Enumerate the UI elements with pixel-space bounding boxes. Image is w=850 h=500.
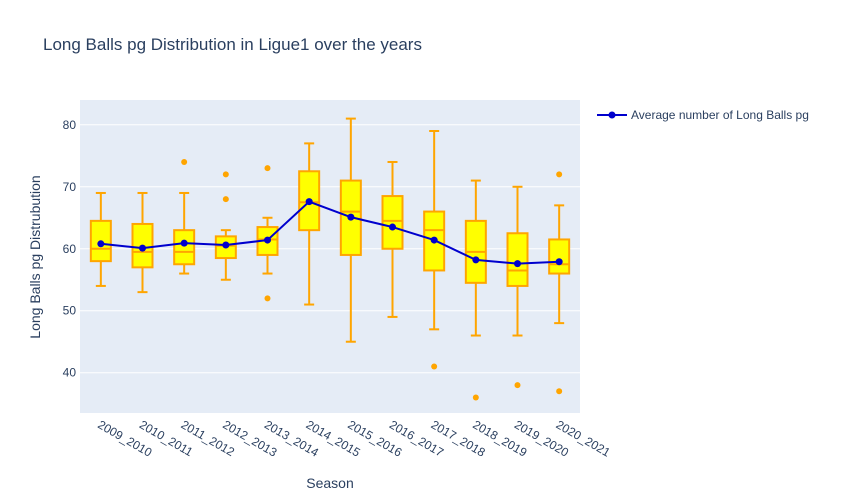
plot-area <box>80 100 580 413</box>
average-point <box>347 213 355 221</box>
y-tick-label: 70 <box>63 180 77 194</box>
average-point <box>389 223 396 231</box>
average-line <box>100 200 560 265</box>
box-2010_2011 <box>131 191 154 294</box>
box-2018_2019 <box>464 179 487 401</box>
iqr-box <box>548 238 571 275</box>
outlier-point <box>472 394 479 401</box>
y-tick-label: 60 <box>63 242 77 256</box>
outlier-point <box>556 171 563 178</box>
y-tick-label: 40 <box>63 366 77 380</box>
y-tick-label: 80 <box>63 118 77 132</box>
legend-label: Average number of Long Balls pg <box>631 108 809 122</box>
outlier-point <box>431 363 438 370</box>
average-point <box>222 241 230 249</box>
box-2011_2012 <box>173 158 196 275</box>
average-point <box>514 260 521 268</box>
legend-marker-swatch <box>608 111 616 119</box>
average-point <box>555 258 563 266</box>
average-point <box>430 236 438 244</box>
iqr-box <box>381 195 404 250</box>
outlier-point <box>264 295 271 302</box>
outlier-point <box>514 382 521 389</box>
average-point <box>305 198 313 206</box>
outlier-point <box>222 196 229 203</box>
chart-title: Long Balls pg Distribution in Ligue1 ove… <box>43 35 422 54</box>
average-point <box>139 244 146 252</box>
grid-lines <box>80 124 580 374</box>
iqr-box <box>506 232 529 287</box>
average-point <box>180 239 188 247</box>
box-2016_2017 <box>381 160 404 318</box>
outlier-point <box>181 158 188 165</box>
y-tick-label: 50 <box>63 304 77 318</box>
legend[interactable]: Average number of Long Balls pg <box>597 108 809 122</box>
box-plots <box>89 117 571 401</box>
outlier-point <box>222 171 229 178</box>
average-line-series <box>97 198 563 268</box>
box-2019_2020 <box>506 185 529 389</box>
average-point <box>472 256 480 264</box>
y-axis-title: Long Balls pg Distrubution <box>27 175 43 338</box>
average-point <box>97 240 105 248</box>
y-axis-ticks: 40 50 60 70 80 <box>63 118 77 380</box>
outlier-point <box>556 388 563 395</box>
x-axis-ticks: 2009_20102010_20112011_20122012_20132013… <box>95 417 613 459</box>
average-point <box>264 236 271 244</box>
outlier-point <box>264 165 271 172</box>
x-axis-title: Season <box>306 475 353 491</box>
box-2020_2021 <box>548 171 571 395</box>
iqr-box <box>173 229 196 266</box>
